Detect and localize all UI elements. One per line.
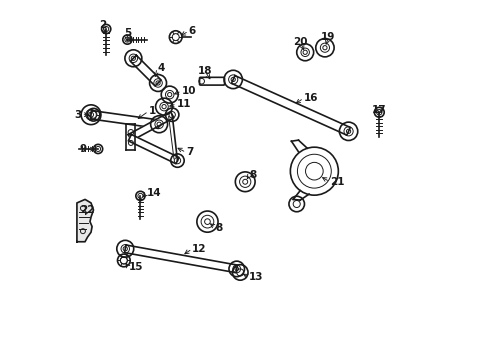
Text: 10: 10 (182, 86, 196, 96)
Text: 11: 11 (176, 99, 191, 109)
Text: 16: 16 (303, 93, 318, 103)
Text: 1: 1 (148, 106, 156, 116)
Polygon shape (128, 135, 179, 164)
Polygon shape (128, 112, 174, 141)
Polygon shape (90, 111, 160, 129)
Text: 9: 9 (79, 144, 86, 154)
Text: 2: 2 (99, 21, 106, 31)
Text: 22: 22 (80, 205, 95, 215)
Text: 5: 5 (123, 27, 131, 37)
Text: 17: 17 (371, 105, 386, 115)
Text: 20: 20 (292, 37, 307, 47)
Text: 14: 14 (146, 188, 161, 198)
Text: 19: 19 (321, 32, 335, 42)
Text: 8: 8 (249, 170, 257, 180)
Text: 8: 8 (215, 222, 223, 233)
Text: 3: 3 (74, 110, 81, 120)
Text: 4: 4 (157, 63, 164, 73)
Text: 18: 18 (197, 66, 212, 76)
Polygon shape (124, 245, 237, 273)
Text: 12: 12 (192, 244, 206, 254)
Polygon shape (130, 55, 161, 86)
Text: 13: 13 (248, 272, 263, 282)
Text: 15: 15 (128, 262, 143, 273)
Text: 6: 6 (188, 26, 196, 36)
Text: 7: 7 (186, 148, 193, 157)
Text: 21: 21 (329, 177, 344, 187)
Polygon shape (77, 199, 93, 242)
Polygon shape (231, 76, 349, 135)
